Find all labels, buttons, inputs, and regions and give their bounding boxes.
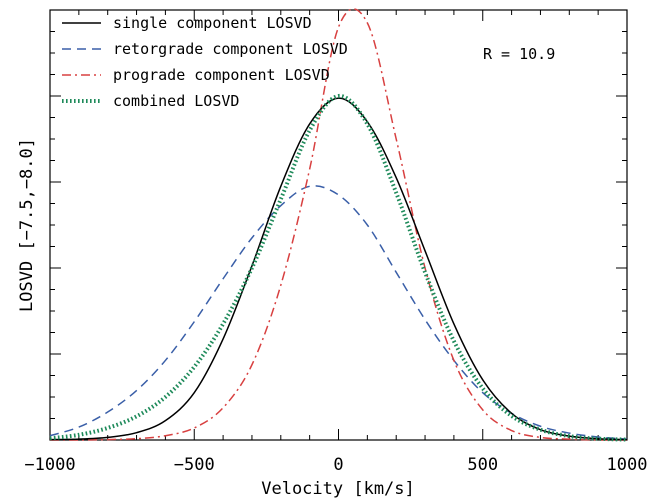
legend-label: combined LOSVD xyxy=(113,92,239,110)
x-tick-label: 1000 xyxy=(607,455,648,475)
legend-label: retorgrade component LOSVD xyxy=(113,40,348,58)
y-axis-label: LOSVD [−7.5,−8.0] xyxy=(17,138,37,312)
axis-ticks xyxy=(49,10,628,440)
x-tick-labels: −1000 −500 0 500 1000 xyxy=(24,455,647,475)
legend-label: single component LOSVD xyxy=(113,14,312,32)
r-annotation: R = 10.9 xyxy=(483,45,555,63)
series-line-0 xyxy=(49,97,628,441)
series-line-1 xyxy=(49,185,628,440)
x-tick-label: −1000 xyxy=(24,455,75,475)
series-lines xyxy=(49,8,628,442)
x-tick-label: 0 xyxy=(333,455,343,475)
legend-label: prograde component LOSVD xyxy=(113,66,330,84)
x-tick-label: 500 xyxy=(467,455,498,475)
x-tick-label: −500 xyxy=(174,455,215,475)
x-axis-label: Velocity [km/s] xyxy=(261,479,415,499)
legend: single component LOSVD retorgrade compone… xyxy=(62,14,348,110)
series-line-3 xyxy=(49,94,628,442)
